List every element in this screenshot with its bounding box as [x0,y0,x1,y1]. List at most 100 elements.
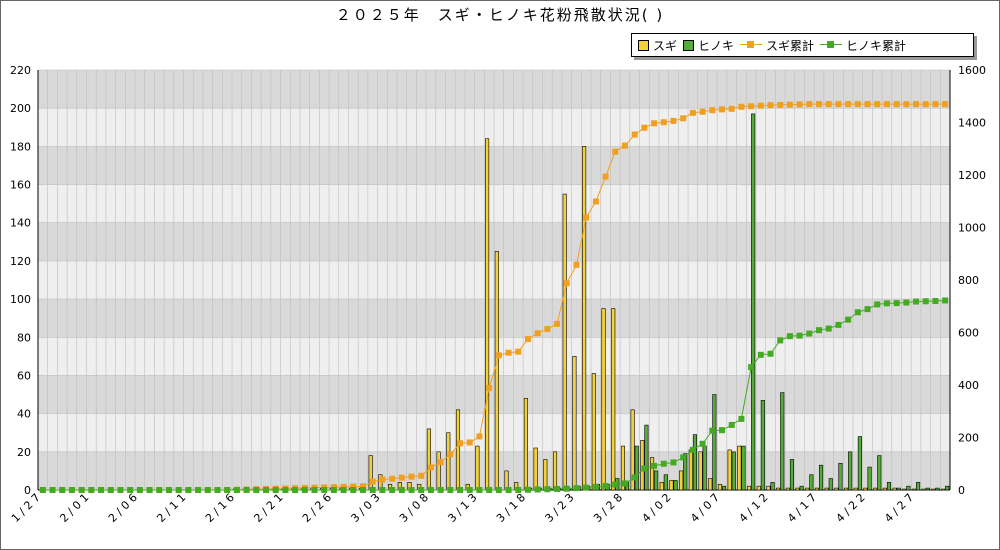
y2-tick-label: 200 [958,432,979,445]
bar-hinoki [799,485,804,491]
point-hinoki-cumulative [612,481,619,488]
bar-sugi [620,445,625,491]
y2-tick-label: 600 [958,327,979,340]
point-hinoki-cumulative [49,487,56,493]
point-sugi-cumulative [369,478,376,485]
point-hinoki-cumulative [398,487,405,493]
point-hinoki-cumulative [214,487,221,493]
point-hinoki-cumulative [689,446,696,453]
point-sugi-cumulative [554,320,561,327]
y-tick-label: 220 [10,64,31,77]
bar-hinoki [770,482,775,491]
x-tick-label: 3 / 1 8 [494,491,528,525]
bar-hinoki [644,424,649,491]
point-sugi-cumulative [486,385,493,392]
point-hinoki-cumulative [854,309,861,316]
bar-sugi [688,449,693,491]
point-hinoki-cumulative [757,351,764,358]
point-sugi-cumulative [709,107,716,114]
legend-swatch-sugi [638,39,649,51]
point-hinoki-cumulative [495,487,502,493]
point-sugi-cumulative [524,336,531,343]
bar-sugi [853,487,858,491]
point-hinoki-cumulative [874,301,881,308]
legend-item-sugi-cumulative: スギ累計 [740,37,814,54]
point-sugi-cumulative [845,101,852,108]
point-hinoki-cumulative [457,487,464,493]
x-tick-label: 4 / 1 7 [785,491,819,525]
point-hinoki-cumulative [195,487,202,493]
point-sugi-cumulative [457,440,464,447]
point-hinoki-cumulative [883,300,890,307]
point-hinoki-cumulative [117,487,124,493]
x-tick-label: 4 / 0 2 [640,491,674,525]
point-hinoki-cumulative [156,487,163,493]
point-sugi-cumulative [592,198,599,205]
x-tick-label: 3 / 0 3 [348,491,382,525]
bar-sugi [562,193,567,491]
point-hinoki-cumulative [524,486,531,493]
bar-hinoki [819,464,824,491]
legend-swatch-hinoki [683,39,695,51]
bar-sugi [552,451,558,491]
bar-sugi [902,488,907,491]
point-hinoki-cumulative [816,327,823,334]
point-hinoki-cumulative [903,299,910,306]
bar-sugi [649,457,655,491]
bar-sugi [863,487,868,491]
point-sugi-cumulative [544,326,551,333]
point-sugi-cumulative [437,459,444,466]
y2-tick-label: 0 [958,484,965,497]
point-hinoki-cumulative [350,487,357,493]
bar-sugi [747,485,752,491]
bar-sugi [446,432,451,491]
point-hinoki-cumulative [292,487,299,493]
point-sugi-cumulative [777,101,784,108]
bar-sugi [640,440,645,491]
point-hinoki-cumulative [515,487,522,493]
point-hinoki-cumulative [845,316,852,323]
point-hinoki-cumulative [942,297,949,304]
point-sugi-cumulative [641,124,648,131]
x-tick-label: 2 / 1 1 [154,491,188,525]
y-tick-label: 20 [17,446,31,459]
bar-sugi [698,451,703,491]
bar-sugi [717,483,722,491]
point-sugi-cumulative [728,105,735,112]
point-sugi-cumulative [893,101,900,108]
point-hinoki-cumulative [59,487,66,493]
y2-tick-label: 1000 [958,222,986,235]
bar-sugi [582,146,587,491]
point-sugi-cumulative [583,214,590,221]
x-tick-label: 2 / 2 6 [300,491,334,525]
bar-hinoki [731,451,736,491]
point-hinoki-cumulative [476,487,483,493]
point-sugi-cumulative [864,101,871,108]
bar-sugi [494,251,499,491]
point-hinoki-cumulative [39,487,46,493]
point-sugi-cumulative [427,464,434,471]
bar-sugi [630,409,635,491]
bar-sugi [601,308,606,491]
point-hinoki-cumulative [68,487,75,493]
x-tick-label: 4 / 0 7 [688,491,722,525]
bar-hinoki [848,451,853,491]
bar-sugi [543,459,548,491]
point-sugi-cumulative [408,473,415,480]
legend: スギ ヒノキ スギ累計 ヒノキ累計 [631,33,974,57]
bar-sugi [931,488,936,491]
point-hinoki-cumulative [806,330,813,337]
y-tick-label: 40 [17,408,31,421]
point-hinoki-cumulative [554,485,561,492]
bar-sugi [659,482,664,491]
point-hinoki-cumulative [321,487,328,493]
x-tick-label: 4 / 2 2 [834,491,868,525]
bar-hinoki [673,480,678,491]
bar-sugi [805,487,810,491]
y2-tick-label: 1200 [958,169,986,182]
point-sugi-cumulative [816,101,823,108]
bar-hinoki [721,485,727,491]
point-sugi-cumulative [825,101,832,108]
point-sugi-cumulative [738,103,745,110]
